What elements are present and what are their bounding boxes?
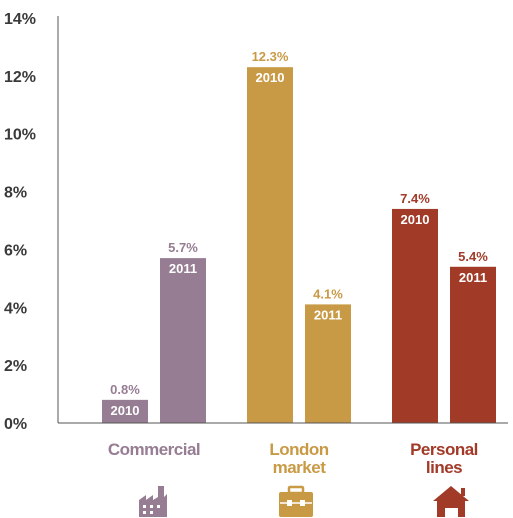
data-label: 4.1% (313, 286, 343, 301)
data-label: 5.7% (168, 240, 198, 255)
bar-labels: 0.8% 2010 5.7% 2011 12.3% 2010 4.1% 2011 7.4% 201… (110, 49, 488, 418)
bars (102, 67, 496, 423)
data-label: 5.4% (458, 249, 488, 264)
year-label: 2010 (256, 70, 285, 85)
y-tick-label: 8% (4, 185, 27, 202)
y-axis-ticks: 0% 2% 4% 6% 8% 10% 12% 14% (4, 11, 36, 433)
year-label: 2010 (111, 403, 140, 418)
data-label: 0.8% (110, 382, 140, 397)
bar (160, 258, 206, 423)
y-tick-label: 2% (4, 358, 27, 375)
year-label: 2011 (169, 261, 197, 276)
year-label: 2010 (401, 212, 430, 227)
category-label: Commercial (108, 440, 200, 459)
bar (392, 208, 438, 423)
bar (247, 67, 293, 423)
bar (450, 266, 496, 423)
category-label: Personal (410, 440, 478, 459)
bar (305, 304, 351, 423)
data-label: 12.3% (252, 49, 289, 64)
year-label: 2011 (459, 270, 487, 285)
y-tick-label: 12% (4, 69, 36, 86)
category-label: London (269, 440, 328, 459)
year-label: 2011 (314, 307, 342, 322)
briefcase-icon (279, 485, 313, 517)
category-label: lines (426, 458, 462, 477)
y-tick-label: 14% (4, 11, 36, 28)
y-tick-label: 4% (4, 300, 27, 317)
y-tick-label: 10% (4, 127, 36, 144)
y-tick-label: 0% (4, 416, 27, 433)
house-icon (433, 486, 469, 517)
category-icons (139, 485, 469, 517)
factory-icon (139, 486, 167, 517)
category-label: market (273, 458, 327, 477)
bar (102, 399, 148, 423)
data-label: 7.4% (400, 191, 430, 206)
y-tick-label: 6% (4, 242, 27, 259)
